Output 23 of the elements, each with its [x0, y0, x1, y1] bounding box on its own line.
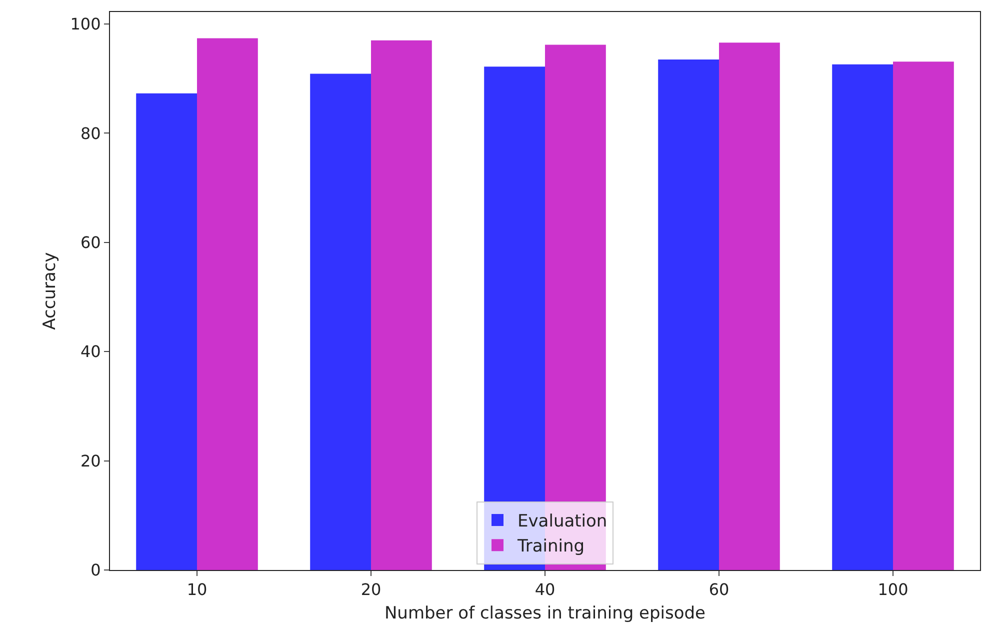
x-tick-label: 40 — [534, 580, 556, 600]
x-tick-label: 10 — [186, 580, 208, 600]
x-tick-label: 20 — [360, 580, 382, 600]
y-tick-label: 0 — [90, 560, 101, 580]
legend-label: Training — [516, 536, 585, 557]
x-tick-label: 100 — [878, 580, 908, 600]
bar — [136, 93, 197, 570]
x-axis-title: Number of classes in training episode — [384, 604, 706, 624]
bar — [310, 74, 371, 570]
legend-label: Evaluation — [518, 512, 608, 532]
x-tick-label: 60 — [708, 580, 730, 600]
bar — [893, 62, 954, 570]
bar — [197, 38, 258, 570]
bar — [371, 40, 432, 570]
bar — [719, 42, 780, 570]
y-tick-label: 40 — [80, 342, 101, 362]
y-tick-label: 80 — [80, 124, 101, 143]
y-tick-label: 20 — [80, 451, 101, 470]
y-tick-label: 60 — [80, 233, 101, 252]
bar — [658, 60, 719, 570]
bar — [832, 64, 893, 570]
y-tick-label: 100 — [70, 14, 101, 34]
y-axis-title: Accuracy — [40, 252, 60, 330]
